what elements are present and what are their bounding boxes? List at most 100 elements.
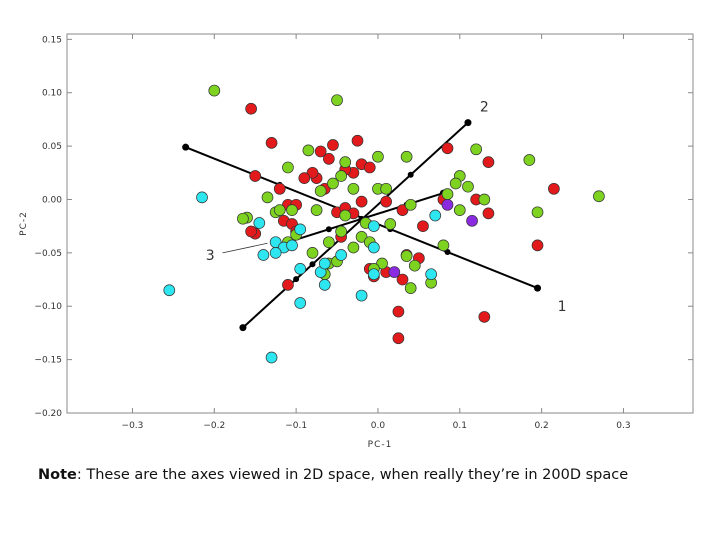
data-point	[523, 154, 536, 166]
data-point	[286, 239, 298, 252]
pc-axis-2	[242, 121, 469, 329]
data-point	[249, 170, 262, 182]
data-point	[282, 161, 294, 174]
data-point	[404, 282, 417, 294]
data-point	[294, 223, 307, 236]
data-point	[339, 209, 352, 222]
data-point	[593, 190, 605, 203]
data-point	[462, 180, 474, 193]
y-tick-label: 0.05	[42, 142, 62, 152]
data-point	[347, 241, 360, 254]
data-point	[286, 204, 298, 217]
data-point	[257, 249, 270, 261]
y-tick-label: 0.00	[42, 195, 62, 205]
data-point	[269, 247, 282, 259]
data-point	[372, 150, 384, 163]
x-tick-label: 0.1	[453, 421, 467, 431]
axis-tick-labels: −0.3 −0.2 −0.1 0.0 0.1 0.2 0.3 −0.20 −0.15 −0.10 −…	[34, 35, 630, 431]
note-text: : These are the axes viewed in 2D space,…	[76, 467, 629, 483]
pc-axis-2-marker	[407, 171, 414, 178]
data-point	[441, 142, 454, 155]
axis-annotations: 1 2 3	[206, 100, 567, 316]
pc-axis-projections	[182, 119, 542, 332]
note-label: Note	[38, 467, 77, 483]
data-point	[376, 257, 388, 270]
data-point	[261, 191, 274, 204]
data-point	[351, 134, 364, 147]
data-point	[347, 182, 360, 195]
data-point	[306, 166, 319, 179]
data-point	[548, 182, 560, 195]
data-point	[404, 198, 417, 211]
data-point	[208, 84, 221, 97]
data-point	[368, 241, 380, 254]
data-points	[163, 84, 605, 364]
x-tick-label: 0.2	[534, 421, 548, 431]
x-tick-label: −0.2	[203, 421, 225, 431]
data-point	[470, 143, 483, 156]
data-point	[453, 204, 466, 217]
data-point	[265, 137, 278, 149]
pc-axis-2-endpoint	[239, 324, 247, 332]
data-point	[396, 273, 409, 286]
data-point	[314, 145, 327, 158]
data-point	[302, 144, 315, 157]
data-point	[441, 198, 454, 211]
axis-label-2: 2	[480, 100, 489, 116]
y-tick-label: −0.15	[34, 356, 62, 366]
data-point	[355, 195, 368, 208]
pc-axis-2-marker	[293, 276, 300, 283]
pc-axis-2-marker	[309, 261, 316, 268]
data-point	[237, 212, 249, 225]
y-tick-label: 0.15	[42, 35, 62, 45]
data-point	[408, 259, 421, 272]
data-point	[368, 220, 380, 233]
data-point	[449, 177, 462, 190]
data-point	[478, 311, 491, 323]
data-point	[368, 268, 380, 281]
data-point	[318, 257, 331, 270]
pc-axis-3-marker	[325, 226, 332, 233]
note-caption: Note: These are the axes viewed in 2D sp…	[38, 467, 628, 483]
y-tick-label: −0.20	[34, 409, 62, 419]
data-point	[298, 172, 311, 184]
pc-axis-1-endpoint	[534, 284, 542, 292]
data-point	[380, 195, 392, 208]
x-tick-label: 0.3	[616, 421, 630, 431]
data-point	[531, 206, 544, 219]
data-point	[482, 207, 495, 220]
data-point	[380, 182, 392, 195]
data-point	[273, 204, 286, 217]
data-point	[466, 214, 478, 227]
data-point	[355, 230, 368, 243]
data-point	[294, 263, 307, 275]
data-point	[335, 170, 347, 182]
data-point	[163, 284, 176, 297]
data-point	[355, 289, 368, 302]
x-tick-label: 0.0	[371, 421, 386, 431]
data-point	[310, 204, 323, 217]
data-point	[245, 102, 257, 115]
data-point	[265, 351, 278, 364]
data-point	[323, 153, 335, 165]
data-point	[335, 225, 347, 238]
pc-axis-1-endpoint	[182, 143, 190, 151]
data-point	[335, 249, 347, 261]
data-point	[306, 247, 319, 259]
data-point	[400, 250, 413, 262]
data-point	[245, 225, 257, 238]
data-point	[327, 139, 339, 151]
data-point	[388, 266, 401, 278]
data-point	[363, 161, 376, 174]
y-tick-label: 0.10	[42, 89, 62, 99]
data-point	[253, 217, 266, 229]
data-point	[437, 239, 450, 252]
axis-label-1: 1	[558, 299, 567, 315]
data-point	[396, 204, 409, 217]
data-point	[318, 279, 331, 291]
data-point	[384, 218, 397, 230]
data-point	[331, 94, 343, 107]
y-axis-title: PC-2	[19, 211, 29, 236]
pc-axis-2-endpoint	[464, 119, 472, 127]
